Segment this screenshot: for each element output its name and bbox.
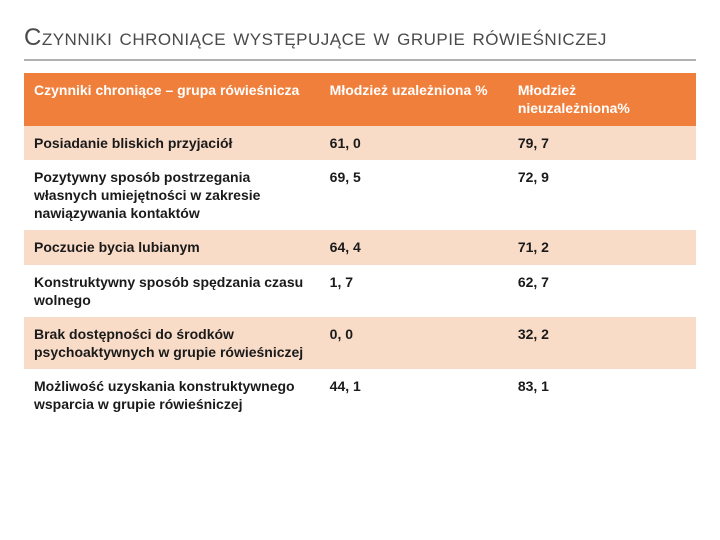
table-row: Pozytywny sposób postrzegania własnych u… (24, 160, 696, 231)
cell-nonaddicted: 71, 2 (508, 230, 696, 264)
table-row: Poczucie bycia lubianym 64, 4 71, 2 (24, 230, 696, 264)
cell-factor: Brak dostępności do środków psychoaktywn… (24, 317, 320, 369)
table-body: Posiadanie bliskich przyjaciół 61, 0 79,… (24, 126, 696, 422)
col-header-nonaddicted: Młodzież nieuzależniona% (508, 73, 696, 125)
col-header-factor: Czynniki chroniące – grupa rówieśnicza (24, 73, 320, 125)
title-underline (24, 59, 696, 61)
cell-addicted: 44, 1 (320, 369, 508, 421)
slide-title: Czynniki chroniące występujące w grupie … (24, 22, 696, 53)
table-row: Brak dostępności do środków psychoaktywn… (24, 317, 696, 369)
cell-factor: Konstruktywny sposób spędzania czasu wol… (24, 265, 320, 317)
cell-addicted: 69, 5 (320, 160, 508, 231)
cell-factor: Pozytywny sposób postrzegania własnych u… (24, 160, 320, 231)
cell-factor: Poczucie bycia lubianym (24, 230, 320, 264)
col-header-addicted: Młodzież uzależniona % (320, 73, 508, 125)
cell-addicted: 1, 7 (320, 265, 508, 317)
cell-factor: Posiadanie bliskich przyjaciół (24, 126, 320, 160)
cell-nonaddicted: 32, 2 (508, 317, 696, 369)
cell-addicted: 61, 0 (320, 126, 508, 160)
slide: Czynniki chroniące występujące w grupie … (0, 0, 720, 540)
cell-factor: Możliwość uzyskania konstruktywnego wspa… (24, 369, 320, 421)
table-row: Możliwość uzyskania konstruktywnego wspa… (24, 369, 696, 421)
cell-nonaddicted: 79, 7 (508, 126, 696, 160)
table-row: Posiadanie bliskich przyjaciół 61, 0 79,… (24, 126, 696, 160)
cell-addicted: 64, 4 (320, 230, 508, 264)
cell-addicted: 0, 0 (320, 317, 508, 369)
table-header-row: Czynniki chroniące – grupa rówieśnicza M… (24, 73, 696, 125)
cell-nonaddicted: 72, 9 (508, 160, 696, 231)
cell-nonaddicted: 83, 1 (508, 369, 696, 421)
cell-nonaddicted: 62, 7 (508, 265, 696, 317)
data-table: Czynniki chroniące – grupa rówieśnicza M… (24, 73, 696, 421)
table-row: Konstruktywny sposób spędzania czasu wol… (24, 265, 696, 317)
